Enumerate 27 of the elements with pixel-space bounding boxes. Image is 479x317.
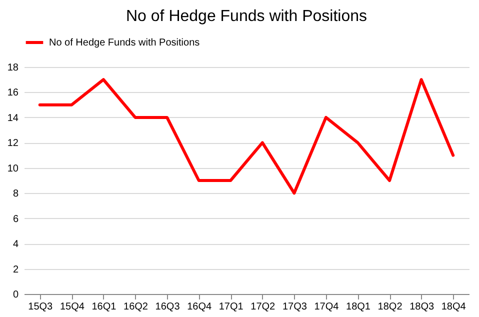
y-tick-label: 8 xyxy=(12,188,19,200)
x-tick-label: 16Q4 xyxy=(187,302,212,312)
x-tick-label: 15Q4 xyxy=(60,302,85,312)
y-tick-label: 2 xyxy=(12,264,19,276)
x-tick-label: 18Q1 xyxy=(346,302,371,312)
y-tick-label: 10 xyxy=(7,163,19,174)
x-tick-label: 15Q3 xyxy=(28,302,54,312)
x-tick-label: 16Q1 xyxy=(92,302,117,312)
x-tick-label: 18Q4 xyxy=(441,302,466,312)
y-tick-label: 12 xyxy=(7,138,19,150)
x-tick-label: 16Q3 xyxy=(155,302,180,312)
y-tick-label: 6 xyxy=(12,214,19,225)
y-tick-label: 14 xyxy=(7,112,19,124)
y-tick-label: 4 xyxy=(12,239,19,250)
chart-title: No of Hedge Funds with Positions xyxy=(126,8,368,25)
y-tick-label: 0 xyxy=(12,290,19,300)
x-tick-label: 17Q1 xyxy=(218,302,244,312)
line-series xyxy=(38,78,455,195)
x-tick-label: 18Q2 xyxy=(378,302,403,312)
x-tick-label: 17Q3 xyxy=(282,302,308,312)
y-tick-label: 16 xyxy=(7,88,19,99)
x-tick-label: 17Q4 xyxy=(314,302,340,312)
x-tick-label: 16Q2 xyxy=(124,302,148,312)
y-tick-label: 18 xyxy=(7,62,19,74)
x-tick-label: 18Q3 xyxy=(410,302,434,312)
legend-label: No of Hedge Funds with Positions xyxy=(49,38,200,48)
x-tick-label: 17Q2 xyxy=(250,302,276,312)
